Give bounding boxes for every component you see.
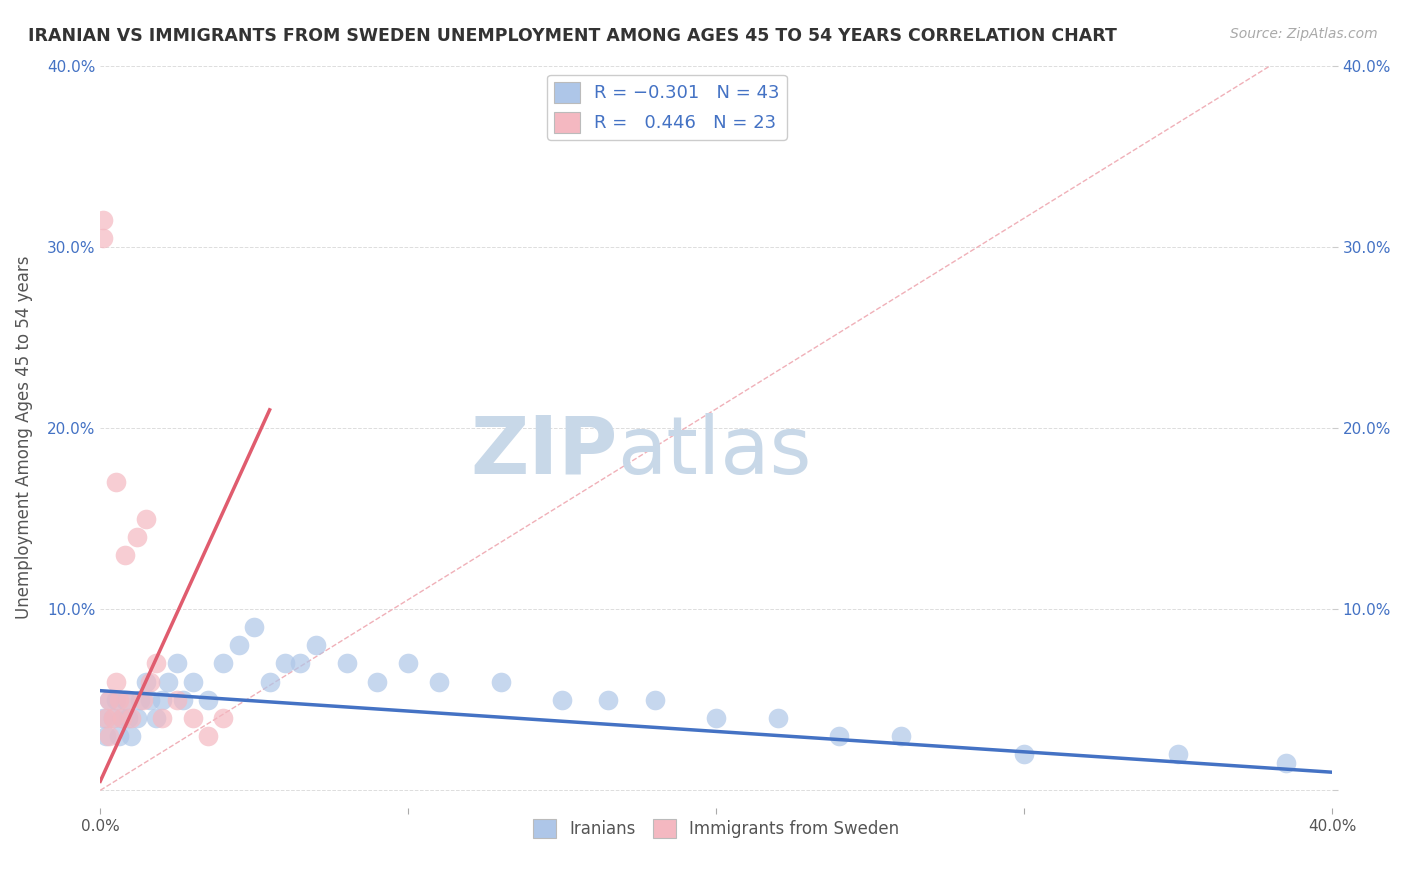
Point: [598, 692, 620, 706]
Point: [111, 711, 134, 725]
Point: [551, 692, 574, 706]
Point: [197, 692, 219, 706]
Point: [104, 674, 127, 689]
Text: Source: ZipAtlas.com: Source: ZipAtlas.com: [1230, 27, 1378, 41]
Point: [259, 674, 281, 689]
Point: [91, 711, 114, 725]
Point: [181, 674, 204, 689]
Point: [150, 692, 173, 706]
Point: [98, 692, 121, 706]
Point: [1275, 756, 1298, 771]
Point: [127, 711, 149, 725]
Point: [427, 674, 450, 689]
Point: [104, 692, 127, 706]
Point: [107, 729, 129, 743]
Point: [91, 212, 114, 227]
Point: [336, 657, 359, 671]
Point: [290, 657, 312, 671]
Point: [96, 711, 118, 725]
Point: [704, 711, 727, 725]
Point: [212, 711, 235, 725]
Point: [96, 729, 118, 743]
Point: [197, 729, 219, 743]
Point: [828, 729, 851, 743]
Point: [117, 711, 139, 725]
Point: [135, 674, 157, 689]
Point: [181, 711, 204, 725]
Point: [135, 511, 157, 525]
Point: [145, 657, 167, 671]
Point: [172, 692, 194, 706]
Text: IRANIAN VS IMMIGRANTS FROM SWEDEN UNEMPLOYMENT AMONG AGES 45 TO 54 YEARS CORRELA: IRANIAN VS IMMIGRANTS FROM SWEDEN UNEMPL…: [28, 27, 1116, 45]
Point: [890, 729, 912, 743]
Point: [120, 729, 142, 743]
Text: atlas: atlas: [617, 413, 813, 491]
Point: [132, 692, 155, 706]
Point: [274, 657, 297, 671]
Point: [396, 657, 419, 671]
Point: [104, 475, 127, 490]
Point: [212, 657, 235, 671]
Point: [114, 692, 136, 706]
Point: [117, 692, 139, 706]
Point: [114, 548, 136, 562]
Point: [98, 729, 121, 743]
Point: [107, 692, 129, 706]
Point: [98, 692, 121, 706]
Point: [150, 711, 173, 725]
Point: [644, 692, 666, 706]
Legend: Iranians, Immigrants from Sweden: Iranians, Immigrants from Sweden: [526, 812, 905, 845]
Point: [1012, 747, 1035, 761]
Point: [243, 620, 266, 634]
Point: [138, 674, 160, 689]
Point: [166, 657, 188, 671]
Point: [145, 711, 167, 725]
Point: [111, 711, 134, 725]
Point: [166, 692, 188, 706]
Y-axis label: Unemployment Among Ages 45 to 54 years: Unemployment Among Ages 45 to 54 years: [15, 255, 32, 619]
Point: [228, 639, 250, 653]
Point: [101, 711, 124, 725]
Point: [305, 639, 328, 653]
Point: [91, 231, 114, 245]
Point: [101, 711, 124, 725]
Point: [1167, 747, 1189, 761]
Point: [489, 674, 512, 689]
Point: [129, 692, 152, 706]
Point: [138, 692, 160, 706]
Point: [156, 674, 179, 689]
Point: [766, 711, 789, 725]
Point: [120, 711, 142, 725]
Text: ZIP: ZIP: [471, 413, 617, 491]
Point: [366, 674, 388, 689]
Point: [127, 530, 149, 544]
